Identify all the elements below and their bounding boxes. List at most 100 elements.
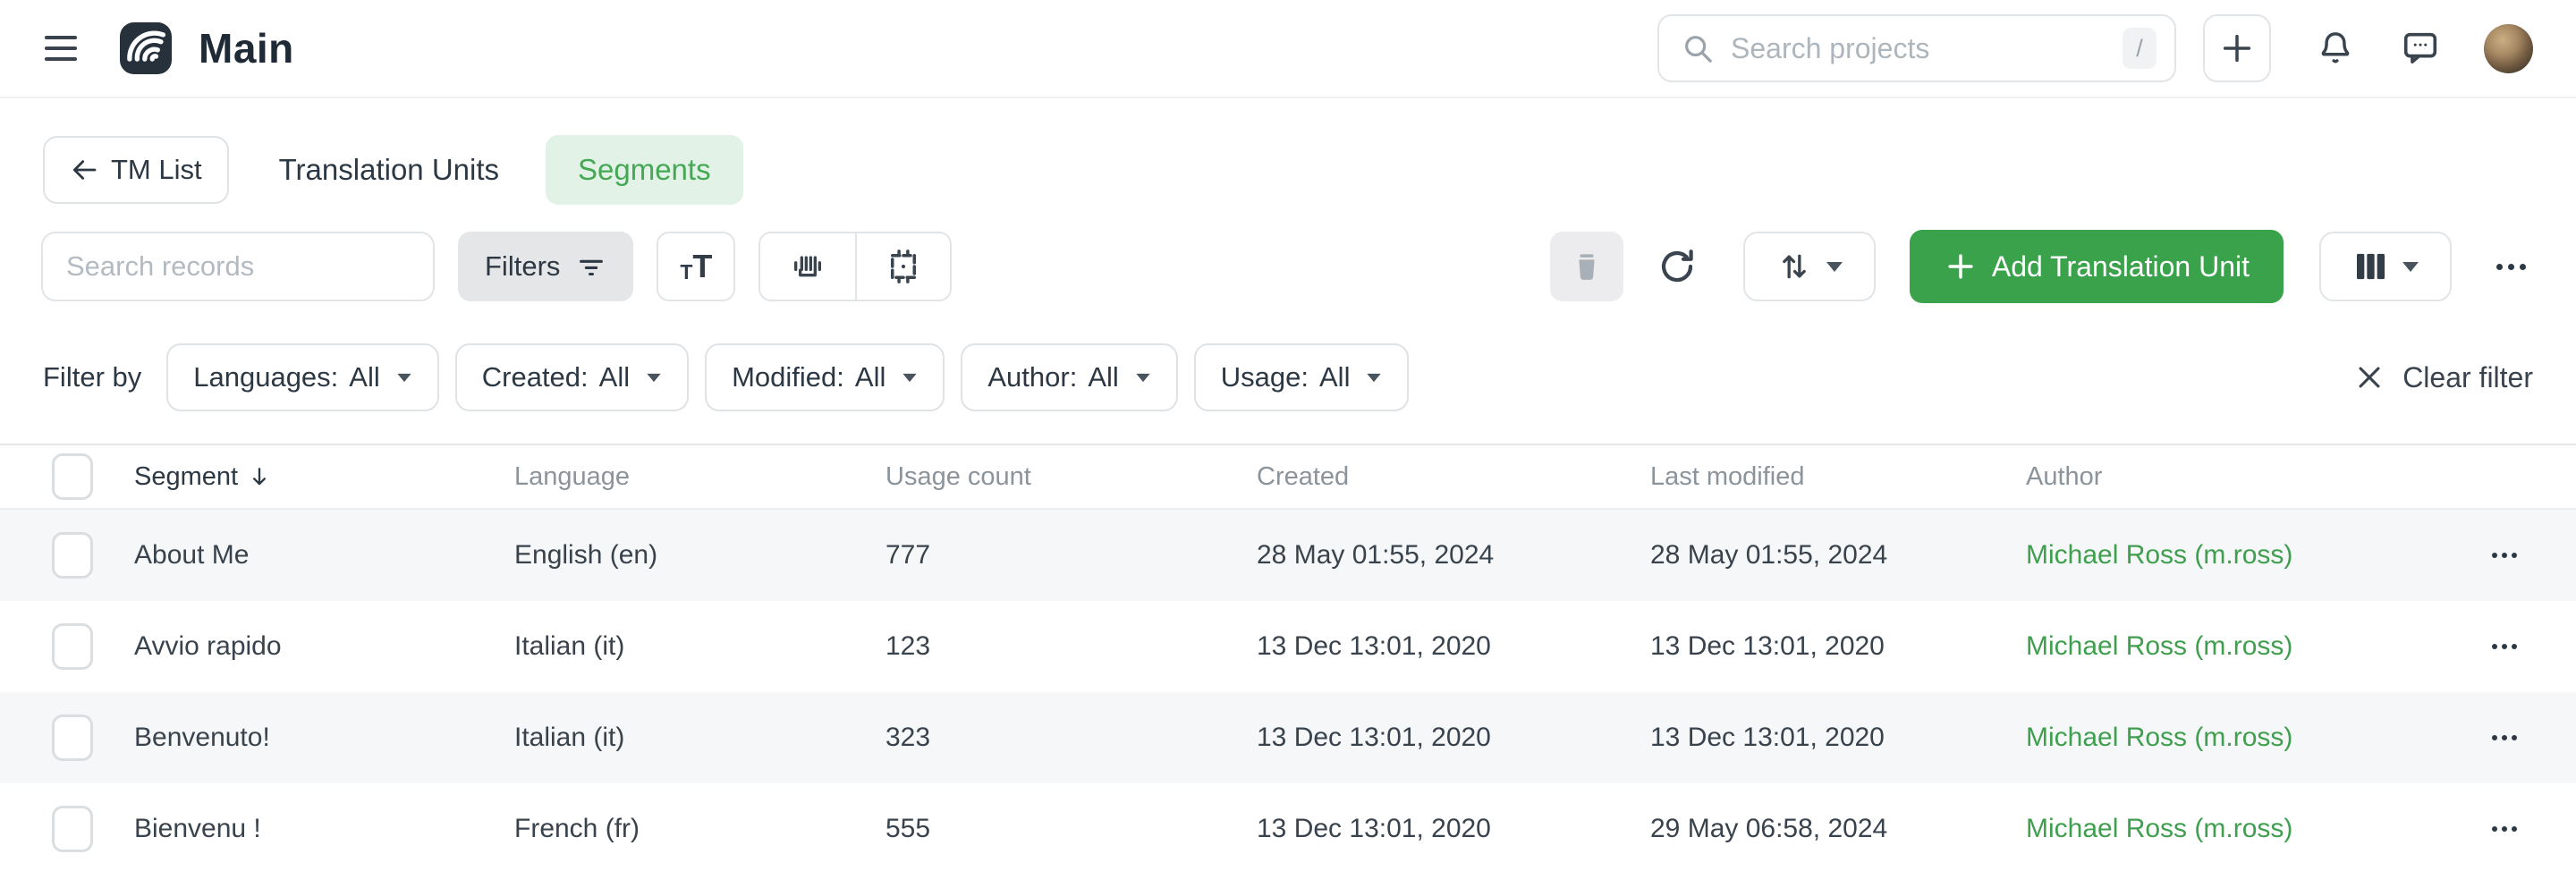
records-search[interactable] [41, 232, 435, 301]
filter-author[interactable]: Author: All [961, 343, 1178, 411]
tab-translation-units[interactable]: Translation Units [278, 153, 499, 186]
create-project-button[interactable] [2203, 14, 2271, 82]
row-checkbox[interactable] [52, 532, 93, 579]
selection-frame-icon [891, 249, 917, 283]
column-header-author[interactable]: Author [2026, 461, 2103, 491]
row-checkbox[interactable] [52, 806, 93, 852]
row-more-button[interactable] [2485, 728, 2524, 748]
menu-icon[interactable] [43, 30, 79, 66]
filter-usage-label: Usage: [1220, 361, 1309, 393]
author-link[interactable]: Michael Ross (m.ross) [2026, 631, 2293, 661]
barcode-icon [794, 256, 822, 277]
row-checkbox[interactable] [52, 623, 93, 670]
records-search-input[interactable] [66, 250, 410, 283]
usage-count-cell: 323 [886, 723, 931, 752]
filter-modified-value: All [854, 361, 886, 393]
selection-frame-button[interactable] [855, 233, 950, 300]
trash-icon [1579, 254, 1595, 280]
plus-icon [1948, 254, 1973, 279]
sort-button[interactable] [1742, 232, 1876, 301]
clear-filter-label: Clear filter [2402, 360, 2533, 393]
column-header-last-modified[interactable]: Last modified [1650, 461, 1805, 491]
filter-modified-label: Modified: [732, 361, 844, 393]
chevron-down-icon [397, 373, 411, 382]
filter-lines-icon [580, 259, 604, 276]
table-row[interactable]: Benvenuto! Italian (it) 323 13 Dec 13:01… [0, 692, 2576, 783]
filter-languages-label: Languages: [193, 361, 339, 393]
filter-by-label: Filter by [43, 361, 142, 393]
user-avatar[interactable] [2484, 23, 2533, 73]
chevron-down-icon [647, 373, 661, 382]
language-cell: English (en) [514, 540, 658, 570]
column-header-language[interactable]: Language [514, 461, 631, 491]
delete-selected-button[interactable] [1549, 232, 1623, 301]
close-icon [2359, 367, 2380, 388]
filter-bar: Filter by Languages: All Created: All Mo… [0, 343, 2576, 411]
last-modified-cell: 28 May 01:55, 2024 [1650, 540, 1888, 570]
view-switcher: TM List Translation Units Segments [0, 135, 2576, 205]
view-mode-group [758, 232, 953, 301]
author-link[interactable]: Michael Ross (m.ross) [2026, 723, 2293, 752]
segment-cell: Avvio rapido [134, 631, 282, 661]
records-toolbar: Filters TT [0, 229, 2576, 304]
segment-cell: About Me [134, 540, 250, 570]
filter-author-label: Author: [987, 361, 1078, 393]
table-header-row: Segment Language Usage count Created Las… [0, 445, 2576, 510]
back-button-label: TM List [111, 154, 202, 185]
chevron-down-icon [1826, 261, 1843, 272]
language-cell: Italian (it) [514, 631, 625, 661]
back-to-tm-list-button[interactable]: TM List [43, 136, 229, 204]
last-modified-cell: 13 Dec 13:01, 2020 [1650, 631, 1885, 661]
columns-button[interactable] [2319, 232, 2452, 301]
created-cell: 28 May 01:55, 2024 [1257, 540, 1495, 570]
feedback-chat-icon[interactable] [2400, 28, 2441, 69]
column-header-usage-count[interactable]: Usage count [886, 461, 1031, 491]
notifications-icon[interactable] [2316, 29, 2355, 68]
row-more-button[interactable] [2485, 637, 2524, 656]
sort-arrows-icon [1783, 254, 1806, 279]
refresh-icon [1661, 249, 1693, 283]
row-more-button[interactable] [2485, 545, 2524, 565]
filter-created[interactable]: Created: All [454, 343, 690, 411]
app-logo[interactable] [120, 22, 172, 74]
row-more-button[interactable] [2485, 819, 2524, 839]
chevron-down-icon [2402, 261, 2419, 272]
refresh-button[interactable] [1656, 245, 1699, 288]
filter-author-value: All [1088, 361, 1119, 393]
shortcut-badge: / [2123, 28, 2157, 69]
sort-down-arrow-icon [253, 468, 267, 486]
select-all-checkbox[interactable] [52, 453, 93, 500]
project-search[interactable]: / [1657, 14, 2176, 82]
column-header-created[interactable]: Created [1257, 461, 1350, 491]
language-cell: Italian (it) [514, 723, 625, 752]
barcode-view-button[interactable] [760, 233, 855, 300]
filter-languages[interactable]: Languages: All [166, 343, 439, 411]
filter-modified[interactable]: Modified: All [705, 343, 945, 411]
chevron-down-icon [1367, 373, 1382, 382]
row-checkbox[interactable] [52, 715, 93, 761]
table-row[interactable]: About Me English (en) 777 28 May 01:55, … [0, 510, 2576, 601]
tab-segments[interactable]: Segments [546, 135, 743, 205]
clear-filter-button[interactable]: Clear filter [2354, 361, 2533, 394]
column-header-segment[interactable]: Segment [134, 462, 514, 492]
language-cell: French (fr) [514, 814, 640, 843]
author-link[interactable]: Michael Ross (m.ross) [2026, 540, 2293, 570]
last-modified-cell: 13 Dec 13:01, 2020 [1650, 723, 1885, 752]
filter-usage[interactable]: Usage: All [1193, 343, 1410, 411]
project-search-input[interactable] [1731, 31, 2123, 65]
toolbar-more-button[interactable] [2487, 255, 2535, 279]
table-row[interactable]: Bienvenu ! French (fr) 555 13 Dec 13:01,… [0, 783, 2576, 871]
created-cell: 13 Dec 13:01, 2020 [1257, 814, 1491, 843]
usage-count-cell: 123 [886, 631, 931, 661]
segment-cell: Bienvenu ! [134, 814, 261, 843]
columns-icon [2357, 253, 2385, 280]
author-link[interactable]: Michael Ross (m.ross) [2026, 814, 2293, 843]
filter-created-value: All [598, 361, 631, 393]
table-row[interactable]: Avvio rapido Italian (it) 123 13 Dec 13:… [0, 601, 2576, 692]
add-translation-unit-button[interactable]: Add Translation Unit [1909, 230, 2284, 303]
chevron-down-icon [902, 373, 918, 382]
plus-icon [2223, 34, 2251, 63]
filters-button[interactable]: Filters [458, 232, 634, 301]
